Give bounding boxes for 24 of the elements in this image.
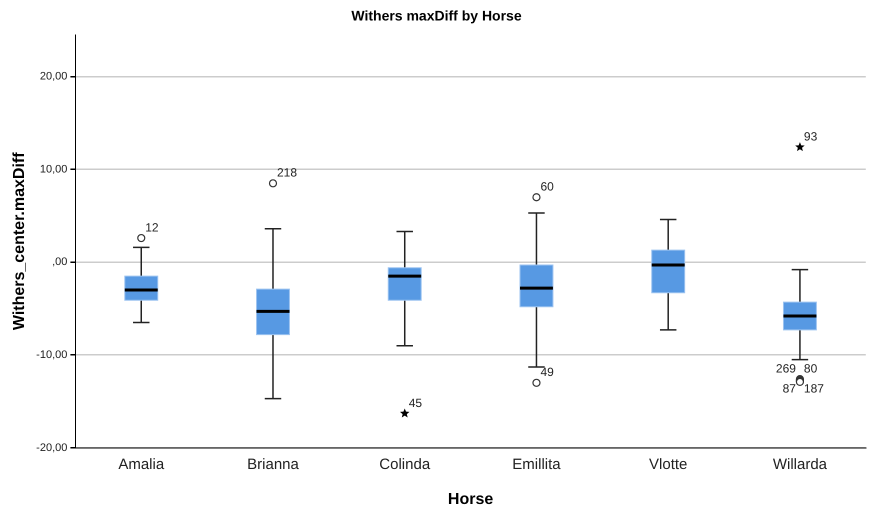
x-tick-label: Emillita <box>512 456 562 473</box>
x-tick-label: Willarda <box>772 456 828 473</box>
annotation: 187 <box>804 381 824 396</box>
x-tick-label: Amalia <box>118 456 165 473</box>
chart-title: Withers maxDiff by Horse <box>351 7 522 24</box>
annotation: 12 <box>145 220 159 234</box>
y-tick-label: -20,00 <box>36 442 68 454</box>
y-tick-label: 20,00 <box>40 70 68 83</box>
y-tick-label: 10,00 <box>40 163 68 176</box>
y-axis-title: Withers_center.maxDiff <box>11 152 28 330</box>
annotation: 60 <box>540 180 554 194</box>
annotation: 218 <box>276 166 298 180</box>
annotation: 49 <box>540 365 554 380</box>
annotation: 45 <box>408 396 422 410</box>
y-tick-label: -10,00 <box>36 349 68 362</box>
x-tick-label: Brianna <box>247 456 300 473</box>
x-axis-title: Horse <box>448 490 494 508</box>
y-tick-label: ,00 <box>52 256 68 268</box>
annotation: 93 <box>804 129 818 144</box>
annotation: 80 <box>804 361 818 376</box>
x-tick-label: Colinda <box>379 456 431 473</box>
annotation: 269 <box>776 361 796 376</box>
x-tick-label: Vlotte <box>649 456 688 473</box>
annotation: 87 <box>782 381 796 396</box>
